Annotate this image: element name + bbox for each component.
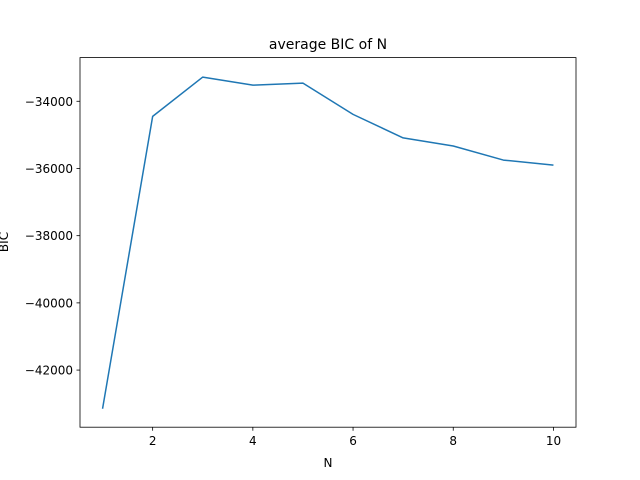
x-tick-label: 2 xyxy=(149,434,157,448)
y-tick-label: −34000 xyxy=(25,95,73,109)
series-line xyxy=(101,76,554,409)
x-tick-label: 8 xyxy=(449,434,457,448)
ticks-layer: 2 4 6 8 10 −42000 −40000 −38000 −36000 −34000 xyxy=(25,95,561,448)
x-tick-label: 4 xyxy=(249,434,257,448)
chart-title: average BIC of N xyxy=(269,37,387,53)
x-tick-label: 6 xyxy=(349,434,357,448)
y-tick-label: −40000 xyxy=(25,296,73,310)
y-tick-label: −38000 xyxy=(25,229,73,243)
y-tick-label: −36000 xyxy=(25,162,73,176)
x-tick-label: 10 xyxy=(546,434,561,448)
series-layer xyxy=(101,76,554,409)
y-axis-title: BIC xyxy=(0,232,11,252)
plot-frame xyxy=(79,57,577,428)
y-tick-label: −42000 xyxy=(25,364,73,378)
x-axis-title: N xyxy=(324,456,333,470)
